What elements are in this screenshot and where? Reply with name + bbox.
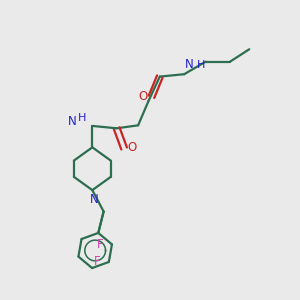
Text: H: H (78, 112, 86, 123)
Text: F: F (94, 256, 101, 268)
Text: N: N (185, 58, 194, 71)
Text: N: N (90, 193, 99, 206)
Text: O: O (128, 140, 137, 154)
Text: O: O (139, 90, 148, 103)
Text: N: N (68, 115, 76, 128)
Text: F: F (97, 238, 104, 251)
Text: H: H (197, 60, 206, 70)
